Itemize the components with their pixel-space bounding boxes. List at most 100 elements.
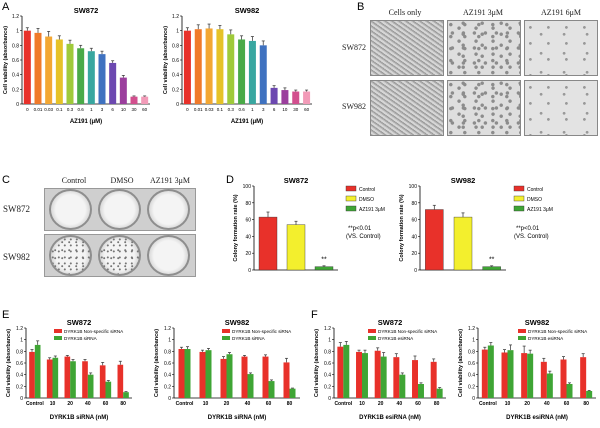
- y-tick-label-E1: 0: [20, 396, 23, 402]
- x-tick-label-E1: 60: [103, 401, 109, 407]
- bar-E1-series1: [105, 381, 112, 398]
- bar-E1-series0: [99, 365, 106, 398]
- bar-A1: [119, 77, 127, 104]
- x-tick-label-F2: 40: [544, 401, 550, 407]
- bar-F2-series1: [487, 345, 494, 398]
- y-tick-label-F2: 0: [472, 396, 475, 402]
- charts-layer: 0 0.2 0.4 0.6 0.8 1 1.2 SW872 Cell viability (ab…: [3, 6, 596, 421]
- bar-F1-series1: [343, 344, 350, 398]
- panel-letter-d: D: [226, 174, 234, 186]
- panel-letter-c: C: [2, 174, 10, 186]
- x-axis-label-F1: DYRK1B esiRNA (nM): [359, 415, 421, 421]
- y-tick-label-A1: 0.6: [12, 58, 19, 64]
- bar-E2-series1: [205, 350, 212, 398]
- x-tick-label-A2: 30: [293, 107, 299, 112]
- legend-label-D2: Control: [527, 187, 543, 193]
- bar-F2-series1: [527, 353, 534, 398]
- legend-label-D1: Control: [359, 187, 375, 193]
- x-tick-label-A1: 30: [131, 107, 137, 112]
- y-tick-label-D2: 40: [411, 234, 417, 240]
- x-tick-label-F1: 10: [359, 401, 365, 407]
- x-tick-label-F1: Control: [334, 401, 352, 407]
- legend-swatch-D2: [513, 205, 525, 212]
- legend-label-D1: AZ191 3μM: [359, 207, 385, 213]
- legend-swatch-F2: [518, 336, 526, 340]
- bar-E2-series0: [262, 356, 269, 398]
- legend-swatch-E2: [222, 336, 230, 340]
- y-tick-label-D2: 0: [414, 268, 417, 274]
- chart-title-D1: SW872: [284, 176, 309, 185]
- bar-D2: [482, 266, 501, 271]
- legend-label-F2: DYRK1B esiRNA: [528, 336, 564, 341]
- bar-F1-series0: [430, 361, 437, 398]
- legend-swatch-E2: [222, 329, 230, 333]
- y-tick-label-F1: 0: [328, 396, 331, 402]
- bar-F1-series0: [374, 350, 381, 398]
- legend-swatch-D1: [345, 195, 357, 202]
- micro-row-label-sw982: SW982: [342, 102, 366, 111]
- x-axis-label-A1: AZ191 (μM): [70, 119, 102, 125]
- bar-A1: [87, 51, 95, 104]
- y-tick-label-A1: 0.2: [12, 87, 19, 93]
- y-tick-label-E1: 0.8: [16, 349, 23, 355]
- panel-letter-b: B: [357, 1, 364, 13]
- y-tick-label-A1: 1: [16, 29, 19, 35]
- legend-label-F2: DYRK1B Non-specific siRNA: [528, 329, 588, 334]
- bar-D1: [286, 224, 306, 271]
- chart-title-E1: SW872: [67, 318, 92, 327]
- bar-E1-series0: [46, 359, 53, 398]
- bar-E1-series1: [123, 392, 129, 398]
- micrograph-sw872-cells-only: [370, 20, 444, 76]
- x-tick-label-E1: 10: [50, 401, 56, 407]
- y-axis-label-A2: Cell viability (absorbance): [163, 26, 169, 94]
- bar-E1-series1: [52, 357, 59, 398]
- y-tick-label-D1: 20: [245, 251, 251, 257]
- y-tick-label-A1: 0.4: [12, 73, 19, 79]
- bar-A2: [194, 29, 202, 105]
- bar-F1-series0: [337, 346, 344, 398]
- bar-A2: [259, 45, 267, 104]
- well-sw982-az191: [147, 235, 190, 276]
- y-tick-label-F1: 0.8: [324, 349, 331, 355]
- y-tick-label-A2: 1.2: [172, 14, 179, 20]
- bar-A1: [98, 54, 106, 104]
- legend-label-F1: DYRK1B esiRNA: [378, 336, 414, 341]
- well-sw872-az191: [147, 189, 190, 230]
- micrograph-sw982-az191-6um: [524, 80, 598, 136]
- y-tick-label-F1: 0.2: [324, 384, 331, 390]
- bar-F2-series0: [560, 359, 567, 398]
- y-tick-label-E2: 0.2: [164, 384, 171, 390]
- bar-F1-series1: [380, 356, 387, 398]
- y-axis-label-D1: Colony formation rate (%): [233, 194, 239, 261]
- legend-label-E2: DYRK1B Non-specific siRNA: [232, 329, 292, 334]
- y-tick-label-E2: 1: [168, 338, 171, 344]
- bar-E2-series0: [241, 356, 248, 398]
- x-tick-label-F2: 10: [505, 401, 511, 407]
- plate-col-label-control: Control: [61, 176, 87, 185]
- legend-label-E1: DYRK1B Non-specific siRNA: [64, 329, 124, 334]
- x-tick-label-A2: 0: [186, 107, 189, 112]
- bar-E2-series1: [247, 374, 254, 398]
- x-tick-label-A2: 1: [251, 107, 254, 112]
- x-tick-label-E1: 40: [85, 401, 91, 407]
- x-tick-label-F2: Control: [479, 401, 497, 407]
- bar-F1-series1: [362, 353, 368, 398]
- x-tick-label-E2: 10: [203, 401, 209, 407]
- y-tick-label-D1: 60: [245, 218, 251, 224]
- bar-E1-series1: [87, 374, 94, 398]
- y-axis-label-E2: Cell viability (absorbance): [154, 329, 160, 397]
- bar-F1-series0: [356, 351, 362, 398]
- significance-stars-D2: **: [489, 257, 495, 264]
- bar-F1-series0: [412, 360, 418, 398]
- y-tick-label-A2: 0.2: [172, 87, 179, 93]
- plate-sw872: [44, 188, 196, 231]
- x-tick-label-A2: 10: [282, 107, 288, 112]
- bar-A1: [34, 32, 42, 104]
- y-axis-label-F1: Cell viability (absorbance): [314, 329, 320, 397]
- bar-E2-series0: [283, 362, 290, 398]
- y-tick-label-D2: 20: [411, 251, 417, 257]
- y-axis-label-D2: Colony formation rate (%): [399, 194, 405, 261]
- y-tick-label-E1: 0.2: [16, 384, 23, 390]
- x-tick-label-A1: 10: [121, 107, 127, 112]
- bar-D1: [314, 266, 334, 271]
